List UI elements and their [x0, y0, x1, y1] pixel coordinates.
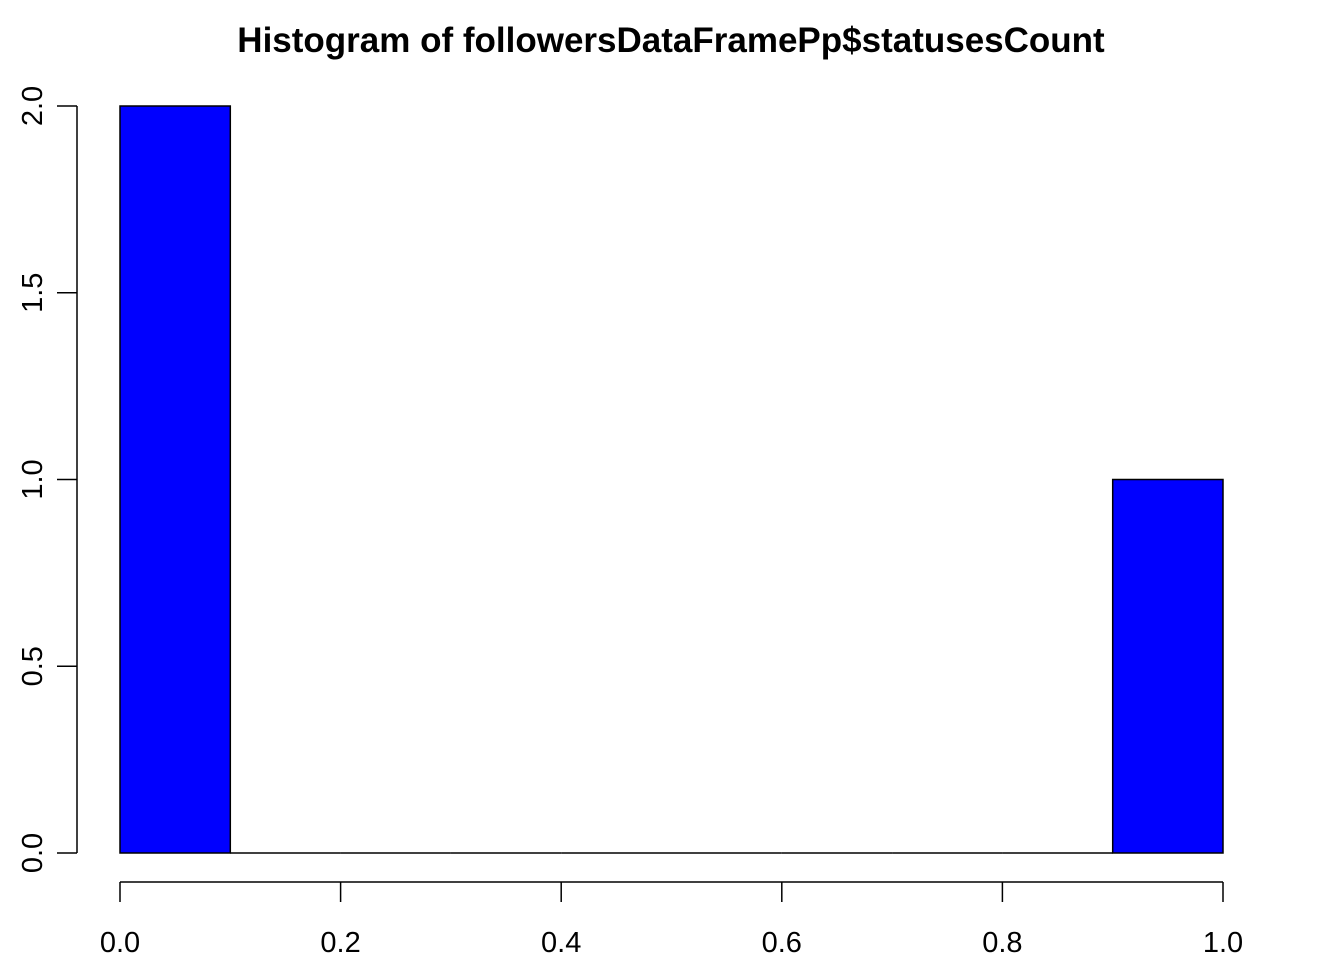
x-tick-label: 0.4	[541, 927, 581, 959]
x-tick-label: 0.6	[762, 927, 802, 959]
histogram-bar-0	[119, 105, 232, 854]
histogram-bar-9	[1111, 478, 1224, 854]
x-tick-label: 0.0	[100, 927, 140, 959]
y-tick-label: 1.0	[17, 459, 49, 499]
y-tick-label: 1.5	[17, 273, 49, 313]
y-tick-label: 0.5	[17, 646, 49, 686]
y-axis: 0.0 0.5 1.0 1.5 2.0	[17, 86, 78, 873]
y-tick-label: 0.0	[17, 833, 49, 873]
y-tick-label: 2.0	[17, 86, 49, 126]
x-tick-label: 0.2	[320, 927, 360, 959]
x-tick-label: 1.0	[1203, 927, 1243, 959]
histogram-bars	[119, 105, 1224, 854]
chart-title: Histogram of followersDataFramePp$status…	[237, 21, 1105, 60]
x-axis: 0.0 0.2 0.4 0.6 0.8 1.0	[100, 881, 1243, 959]
x-tick-label: 0.8	[982, 927, 1022, 959]
